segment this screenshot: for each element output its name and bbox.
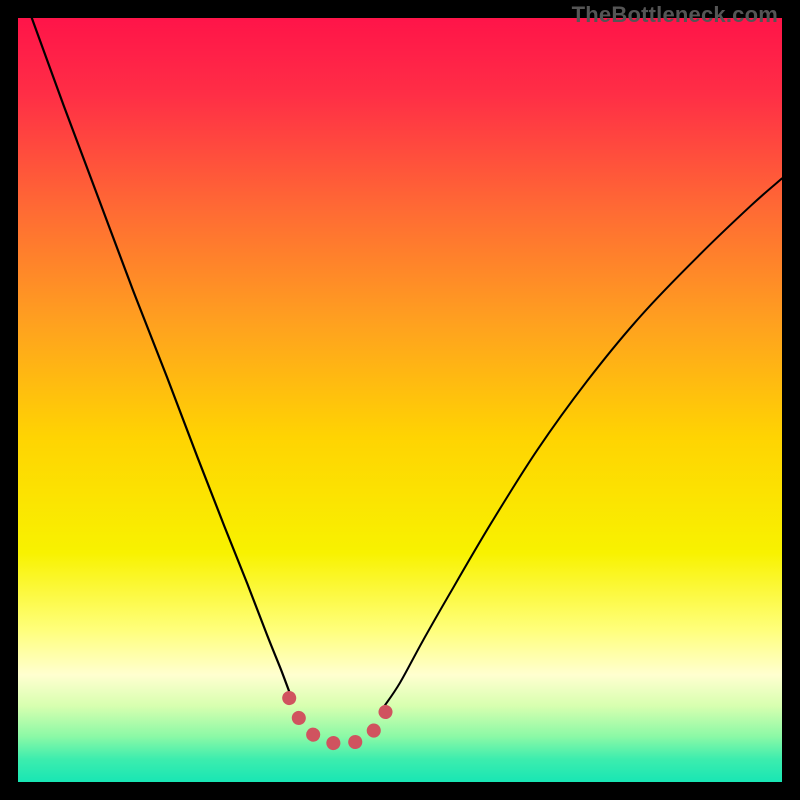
curve-right-branch	[385, 178, 782, 705]
curve-trough	[289, 698, 388, 744]
outer-frame: TheBottleneck.com	[0, 0, 800, 800]
watermark-text: TheBottleneck.com	[572, 2, 778, 28]
plot-area	[18, 18, 782, 782]
curve-left-branch	[32, 18, 293, 702]
curve-layer	[18, 18, 782, 782]
